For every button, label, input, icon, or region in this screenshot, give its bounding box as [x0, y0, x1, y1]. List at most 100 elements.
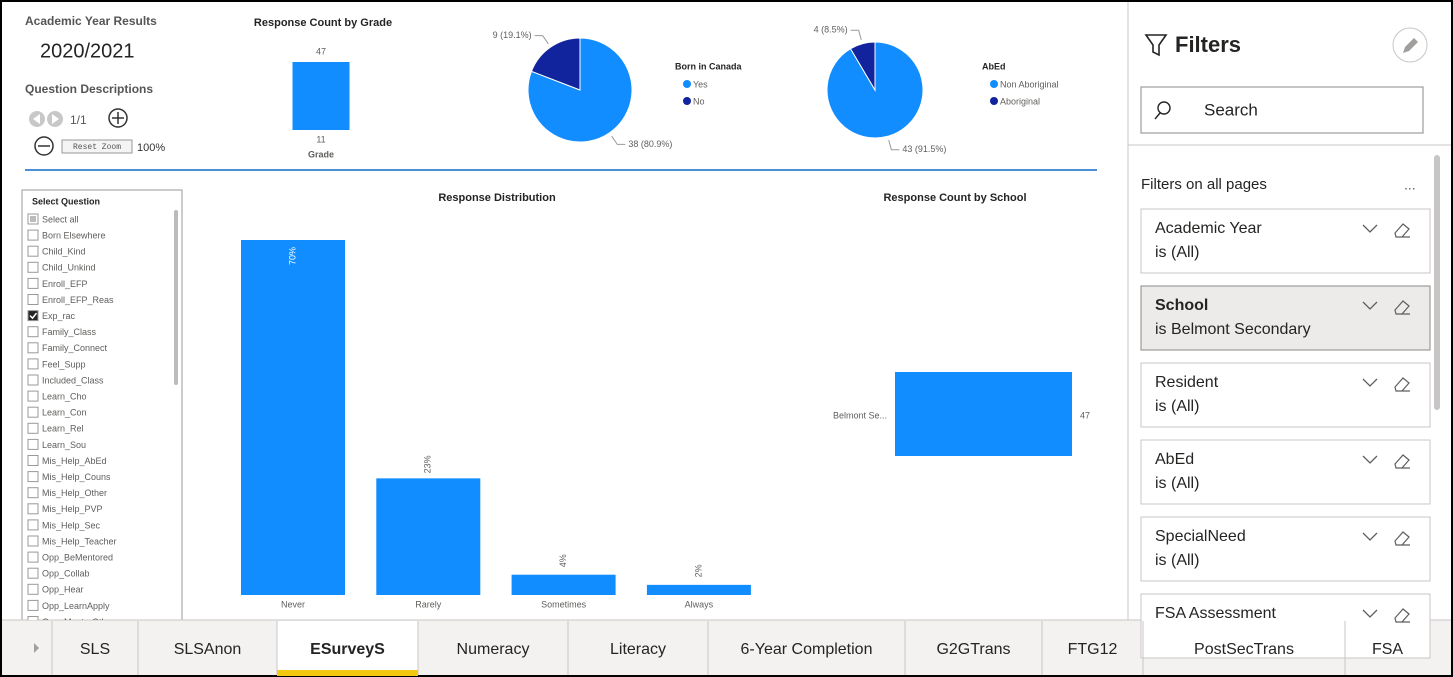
- checkbox[interactable]: [27, 358, 39, 370]
- filter-card[interactable]: [1140, 362, 1431, 428]
- slicer-item[interactable]: Mis_Help_PVP: [42, 504, 103, 514]
- checkbox[interactable]: [27, 310, 39, 322]
- slicer-item[interactable]: Feel_Supp: [42, 359, 86, 369]
- slicer-item[interactable]: Select all: [42, 214, 79, 224]
- checkbox[interactable]: [27, 277, 39, 289]
- clear-icon[interactable]: [1394, 454, 1410, 469]
- slicer-item[interactable]: Learn_Sou: [42, 440, 86, 450]
- checkbox[interactable]: [27, 599, 39, 611]
- page-indicator: 1/1: [70, 113, 87, 127]
- filter-card[interactable]: [1140, 593, 1431, 659]
- slicer-item[interactable]: Child_Kind: [42, 247, 86, 257]
- filter-card[interactable]: [1140, 516, 1431, 582]
- filter-card[interactable]: [1140, 285, 1431, 351]
- checkbox[interactable]: [27, 438, 39, 450]
- slicer-item[interactable]: Opp_LearnApply: [42, 601, 110, 611]
- zoom-in-icon: [112, 112, 124, 124]
- tab-label[interactable]: ESurveyS: [310, 641, 385, 658]
- tab-label[interactable]: Literacy: [610, 641, 666, 658]
- data-label: 47: [316, 46, 326, 56]
- clear-icon[interactable]: [1394, 531, 1410, 546]
- checkbox[interactable]: [27, 567, 39, 579]
- more-options[interactable]: ...: [1404, 177, 1416, 193]
- expand-icon[interactable]: [1362, 378, 1378, 387]
- slicer-item[interactable]: Opp_BeMentored: [42, 552, 113, 562]
- checkbox[interactable]: [27, 422, 39, 434]
- filter-card[interactable]: [1140, 208, 1431, 274]
- checkbox[interactable]: [27, 551, 39, 563]
- filter-icon: [1144, 34, 1168, 57]
- checkbox[interactable]: [27, 455, 39, 466]
- checkbox[interactable]: [27, 519, 39, 531]
- checkbox[interactable]: [27, 487, 39, 499]
- panel-scrollbar[interactable]: [1434, 155, 1440, 410]
- checkbox[interactable]: [27, 261, 39, 273]
- checkbox[interactable]: [27, 229, 39, 241]
- slicer-item[interactable]: Opp_MentorOther: [42, 617, 115, 627]
- slicer-item[interactable]: Opp_Hear: [42, 585, 84, 595]
- filter-card[interactable]: [1140, 439, 1431, 505]
- slicer-item[interactable]: Enroll_EFP: [42, 279, 88, 289]
- checkbox[interactable]: [27, 503, 39, 515]
- checkbox[interactable]: [27, 406, 39, 418]
- search-box[interactable]: [1140, 86, 1424, 134]
- checkbox[interactable]: [27, 583, 39, 595]
- clear-icon[interactable]: [1394, 377, 1410, 392]
- bar: [376, 478, 481, 595]
- checkbox[interactable]: [27, 374, 39, 386]
- slicer-item[interactable]: Mis_Help_Teacher: [42, 536, 117, 546]
- tab-label[interactable]: FSA: [1372, 641, 1403, 658]
- zoom-in[interactable]: [108, 108, 128, 128]
- checkbox[interactable]: [27, 342, 39, 354]
- tabs-scroll[interactable]: [34, 643, 39, 653]
- tab-active[interactable]: [277, 621, 418, 675]
- checkbox[interactable]: [27, 294, 39, 305]
- slicer-item[interactable]: Family_Class: [42, 327, 97, 337]
- slicer-item[interactable]: Mis_Help_Sec: [42, 520, 101, 530]
- tab-indicator: [277, 670, 418, 676]
- slicer-item[interactable]: Learn_Rel: [42, 424, 84, 434]
- tab-label[interactable]: 6-Year Completion: [741, 641, 873, 658]
- expand-icon[interactable]: [1362, 532, 1378, 541]
- data-label: 47: [1080, 410, 1090, 420]
- checkbox[interactable]: [27, 471, 39, 483]
- slicer-item[interactable]: Opp_Collab: [42, 569, 90, 579]
- clear-icon[interactable]: [1394, 608, 1410, 623]
- filter-state: is Belmont Secondary: [1155, 321, 1311, 338]
- checkbox[interactable]: [27, 245, 39, 257]
- tab-label[interactable]: SLS: [80, 641, 110, 658]
- checkbox[interactable]: [27, 535, 39, 547]
- tab-label[interactable]: SLSAnon: [174, 641, 242, 658]
- slicer-item[interactable]: Learn_Cho: [42, 391, 87, 401]
- tab-label[interactable]: G2GTrans: [936, 641, 1010, 658]
- checkbox[interactable]: [27, 616, 39, 627]
- zoom-out[interactable]: [34, 136, 54, 156]
- slicer-item[interactable]: Enroll_EFP_Reas: [42, 295, 114, 305]
- reset-zoom-button[interactable]: [61, 139, 133, 154]
- tab-label[interactable]: Numeracy: [457, 641, 530, 658]
- clear-icon[interactable]: [1394, 300, 1410, 315]
- slicer-scrollbar[interactable]: [174, 210, 178, 385]
- data-label: 2%: [693, 564, 703, 577]
- checkbox[interactable]: [27, 326, 39, 338]
- expand-icon[interactable]: [1362, 455, 1378, 464]
- pencil-icon: [1403, 38, 1418, 53]
- expand-icon[interactable]: [1362, 609, 1378, 618]
- checkbox[interactable]: [27, 390, 39, 402]
- slicer-item[interactable]: Included_Class: [42, 375, 104, 385]
- slicer-item[interactable]: Mis_Help_Other: [42, 488, 107, 498]
- tab-label[interactable]: FTG12: [1068, 641, 1118, 658]
- expand-icon[interactable]: [1362, 301, 1378, 310]
- slicer-item[interactable]: Born Elsewhere: [42, 230, 106, 240]
- slicer-item[interactable]: Family_Connect: [42, 343, 108, 353]
- filter-name: Academic Year: [1155, 220, 1262, 237]
- data-label: 4%: [558, 554, 568, 567]
- expand-icon[interactable]: [1362, 224, 1378, 233]
- tab-label[interactable]: PostSecTrans: [1194, 641, 1294, 658]
- slicer-item[interactable]: Mis_Help_Couns: [42, 472, 111, 482]
- slicer-item[interactable]: Mis_Help_AbEd: [42, 456, 107, 466]
- slicer-item[interactable]: Learn_Con: [42, 408, 87, 418]
- slicer-item[interactable]: Child_Unkind: [42, 263, 96, 273]
- slicer-item[interactable]: Exp_rac: [42, 311, 76, 321]
- clear-icon[interactable]: [1394, 223, 1410, 238]
